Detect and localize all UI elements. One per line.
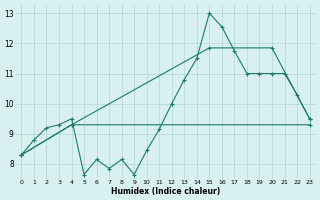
- X-axis label: Humidex (Indice chaleur): Humidex (Indice chaleur): [111, 187, 220, 196]
